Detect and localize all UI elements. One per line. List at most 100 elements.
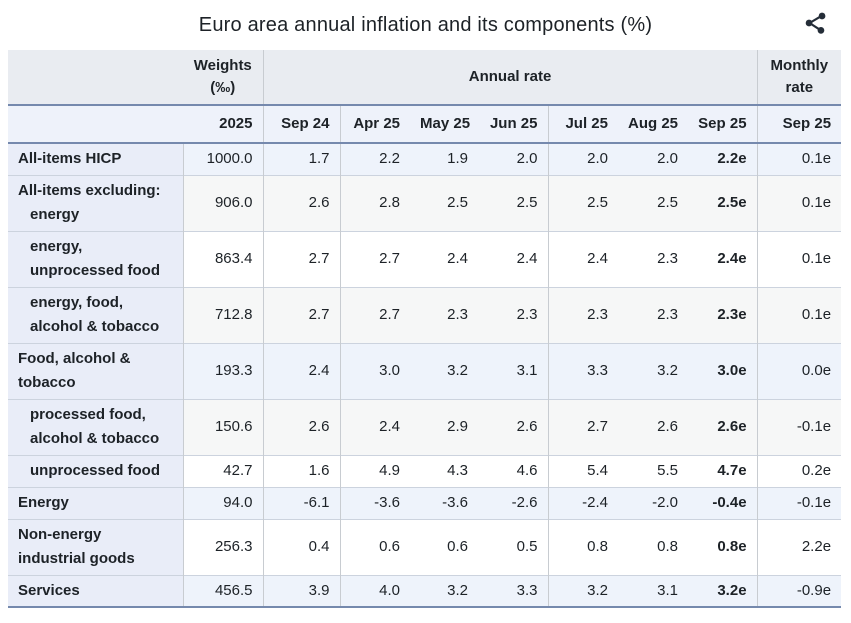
annual-rate-cell: 2.2e xyxy=(688,143,758,175)
row-label-line: unprocessed food xyxy=(30,262,161,279)
annual-month-header: Sep 25 xyxy=(688,105,758,143)
row-label: energy, unprocessed food xyxy=(8,231,184,287)
annual-rate-cell: 0.8 xyxy=(548,519,618,575)
annual-rate-cell: 1.9 xyxy=(410,143,478,175)
annual-rate-cell: 0.6 xyxy=(410,519,478,575)
annual-rate-cell: 2.7 xyxy=(340,287,410,343)
row-label: Energy xyxy=(8,487,184,519)
monthly-rate-header-line1: Monthly xyxy=(770,57,829,74)
annual-rate-cell: 2.7 xyxy=(548,399,618,455)
table-row: Food, alcohol & tobacco 193.3 2.4 3.0 3.2 3.1 3… xyxy=(8,343,842,399)
annual-rate-cell: 2.6 xyxy=(618,399,688,455)
annual-rate-cell: 4.6 xyxy=(478,455,549,487)
table-row: unprocessed food 42.7 1.6 4.9 4.3 4.6 5.4 5.5 4.… xyxy=(8,455,842,487)
monthly-rate-cell: 2.2e xyxy=(757,519,842,575)
annual-rate-cell: 0.6 xyxy=(340,519,410,575)
table-row: processed food, alcohol & tobacco 150.6 2.6… xyxy=(8,399,842,455)
title-bar: Euro area annual inflation and its compo… xyxy=(0,0,851,50)
page-title: Euro area annual inflation and its compo… xyxy=(198,13,653,36)
row-label: Non-energy industrial goods xyxy=(8,519,184,575)
annual-rate-cell: 2.6 xyxy=(263,399,341,455)
weight-cell: 256.3 xyxy=(183,519,264,575)
annual-rate-cell: -6.1 xyxy=(263,487,341,519)
monthly-rate-header: Monthly rate xyxy=(757,50,842,105)
row-label-line: All-items HICP xyxy=(18,150,122,168)
annual-rate-cell: 2.3 xyxy=(618,287,688,343)
annual-rate-cell: -3.6 xyxy=(340,487,410,519)
header-row-groups: Weights (‰) Annual rate Monthly rate xyxy=(8,50,842,105)
annual-rate-cell: 5.4 xyxy=(548,455,618,487)
annual-rate-cell: 0.8 xyxy=(618,519,688,575)
weights-year-header: 2025 xyxy=(183,105,264,143)
row-label-line: energy, xyxy=(30,238,83,255)
row-label-line: alcohol & tobacco xyxy=(30,430,160,447)
weight-cell: 150.6 xyxy=(183,399,264,455)
share-icon-glyph xyxy=(805,12,826,34)
annual-rate-cell: 2.3e xyxy=(688,287,758,343)
row-label: Services xyxy=(8,575,184,607)
annual-month-header: Aug 25 xyxy=(618,105,688,143)
annual-rate-cell: 4.0 xyxy=(340,575,410,607)
weight-cell: 42.7 xyxy=(183,455,264,487)
annual-rate-cell: 2.5 xyxy=(410,175,478,231)
row-label-line: alcohol & tobacco xyxy=(30,318,160,335)
weight-cell: 94.0 xyxy=(183,487,264,519)
header-empty-cell xyxy=(8,105,183,143)
row-label-line: processed food, xyxy=(30,406,146,423)
header-row-periods: 2025 Sep 24 Apr 25 May 25 Jun 25 Jul 25 Aug 2… xyxy=(8,105,842,143)
share-icon[interactable] xyxy=(801,9,829,37)
annual-rate-cell: 2.4 xyxy=(548,231,618,287)
annual-rate-cell: 2.3 xyxy=(548,287,618,343)
annual-rate-cell: -2.0 xyxy=(618,487,688,519)
monthly-rate-cell: 0.0e xyxy=(757,343,842,399)
annual-rate-cell: 3.1 xyxy=(618,575,688,607)
annual-rate-cell: 0.8e xyxy=(688,519,758,575)
annual-rate-cell: 3.0 xyxy=(340,343,410,399)
annual-rate-cell: 2.0 xyxy=(478,143,549,175)
annual-rate-cell: 3.0e xyxy=(688,343,758,399)
weight-cell: 712.8 xyxy=(183,287,264,343)
row-label-line: unprocessed food xyxy=(30,462,161,479)
monthly-rate-cell: 0.1e xyxy=(757,143,842,175)
annual-rate-cell: 4.9 xyxy=(340,455,410,487)
annual-rate-cell: 2.9 xyxy=(410,399,478,455)
annual-rate-cell: 2.5e xyxy=(688,175,758,231)
annual-rate-cell: 2.5 xyxy=(548,175,618,231)
annual-rate-cell: 2.5 xyxy=(618,175,688,231)
annual-rate-cell: 2.6 xyxy=(263,175,341,231)
monthly-rate-header-line2: rate xyxy=(785,79,814,96)
weights-header-unit: (‰) xyxy=(210,79,236,96)
annual-month-header: Jun 25 xyxy=(478,105,549,143)
table-row: energy, food, alcohol & tobacco 712.8 2.7 2.… xyxy=(8,287,842,343)
monthly-rate-cell: -0.9e xyxy=(757,575,842,607)
annual-rate-cell: 2.5 xyxy=(478,175,549,231)
annual-rate-cell: 2.0 xyxy=(548,143,618,175)
annual-rate-cell: 4.7e xyxy=(688,455,758,487)
annual-rate-cell: -2.4 xyxy=(548,487,618,519)
annual-rate-cell: 4.3 xyxy=(410,455,478,487)
annual-rate-cell: 2.2 xyxy=(340,143,410,175)
monthly-rate-cell: 0.1e xyxy=(757,175,842,231)
row-label: unprocessed food xyxy=(8,455,184,487)
row-label: All-items excluding: energy xyxy=(8,175,184,231)
annual-rate-cell: 2.4 xyxy=(410,231,478,287)
annual-rate-cell: 2.6 xyxy=(478,399,549,455)
weight-cell: 456.5 xyxy=(183,575,264,607)
row-label: processed food, alcohol & tobacco xyxy=(8,399,184,455)
annual-rate-cell: 0.5 xyxy=(478,519,549,575)
annual-rate-cell: 2.0 xyxy=(618,143,688,175)
row-label-line: All-items excluding: xyxy=(18,182,161,199)
weights-header-label: Weights xyxy=(193,57,252,74)
annual-rate-cell: 1.6 xyxy=(263,455,341,487)
annual-rate-cell: 2.4e xyxy=(688,231,758,287)
row-label-line: Energy xyxy=(18,494,69,511)
annual-rate-cell: 3.2 xyxy=(410,343,478,399)
annual-rate-cell: 3.2 xyxy=(410,575,478,607)
row-label: Food, alcohol & tobacco xyxy=(8,343,184,399)
table-row: Services 456.5 3.9 4.0 3.2 3.3 3.2 3.1 3.2e -0.9e xyxy=(8,575,842,607)
annual-month-header: Sep 24 xyxy=(263,105,341,143)
annual-month-header: Apr 25 xyxy=(340,105,410,143)
annual-rate-cell: 5.5 xyxy=(618,455,688,487)
annual-rate-header: Annual rate xyxy=(263,50,758,105)
